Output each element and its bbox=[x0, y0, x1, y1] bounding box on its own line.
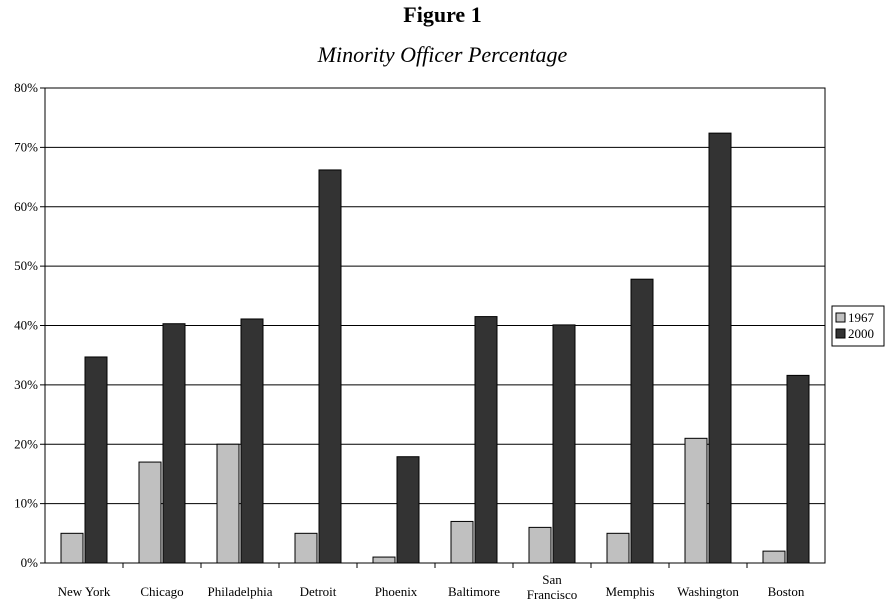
bar-1967 bbox=[372, 556, 396, 564]
x-tick-label: Chicago bbox=[140, 584, 183, 599]
y-tick-label: 50% bbox=[14, 258, 38, 273]
bar-1967 bbox=[138, 461, 162, 564]
bar-2000 bbox=[552, 324, 576, 564]
y-tick-label: 10% bbox=[14, 496, 38, 511]
legend-label-2000: 2000 bbox=[848, 326, 874, 341]
legend-swatch-1967 bbox=[835, 312, 846, 323]
bar-1967 bbox=[606, 532, 630, 564]
bar-2000 bbox=[318, 169, 342, 564]
x-tick-label: Memphis bbox=[605, 584, 654, 599]
x-tick-label: San Francisco bbox=[527, 572, 578, 602]
bar-1967 bbox=[450, 520, 474, 564]
x-tick-label: Boston bbox=[768, 584, 805, 599]
y-axis-ticks: 0% 10% 20% 30% 40% 50% 60% 70% 80% bbox=[14, 80, 45, 570]
bar-2000 bbox=[240, 318, 264, 564]
x-tick-label: Detroit bbox=[300, 584, 337, 599]
y-tick-label: 60% bbox=[14, 199, 38, 214]
bar-2000 bbox=[630, 278, 654, 564]
y-tick-label: 40% bbox=[14, 318, 38, 333]
y-tick-label: 0% bbox=[21, 555, 39, 570]
bar-1967 bbox=[528, 526, 552, 564]
bar-2000 bbox=[708, 132, 732, 564]
bar-1967 bbox=[60, 532, 84, 564]
bars bbox=[60, 132, 810, 564]
x-tick-label: Washington bbox=[677, 584, 739, 599]
bar-1967 bbox=[216, 443, 240, 564]
y-tick-label: 20% bbox=[14, 436, 38, 451]
bar-2000 bbox=[396, 456, 420, 564]
y-tick-label: 30% bbox=[14, 377, 38, 392]
legend-swatch-2000 bbox=[835, 328, 846, 339]
bar-1967 bbox=[762, 550, 786, 564]
figure-label: Figure 1 bbox=[403, 2, 482, 27]
chart-title: Minority Officer Percentage bbox=[317, 42, 568, 67]
y-tick-label: 80% bbox=[14, 80, 38, 95]
bar-2000 bbox=[84, 356, 108, 564]
x-axis-labels: New York Chicago Philadelphia Detroit Phoeni… bbox=[58, 563, 805, 602]
x-tick-label: New York bbox=[58, 584, 111, 599]
legend-label-1967: 1967 bbox=[848, 310, 875, 325]
x-tick-label: Baltimore bbox=[448, 584, 500, 599]
y-tick-label: 70% bbox=[14, 139, 38, 154]
bar-2000 bbox=[474, 316, 498, 564]
x-tick-label: Philadelphia bbox=[208, 584, 273, 599]
bar-1967 bbox=[294, 532, 318, 564]
bar-2000 bbox=[162, 323, 186, 564]
bar-2000 bbox=[786, 374, 810, 564]
bar-1967 bbox=[684, 437, 708, 564]
x-tick-label: Phoenix bbox=[375, 584, 418, 599]
